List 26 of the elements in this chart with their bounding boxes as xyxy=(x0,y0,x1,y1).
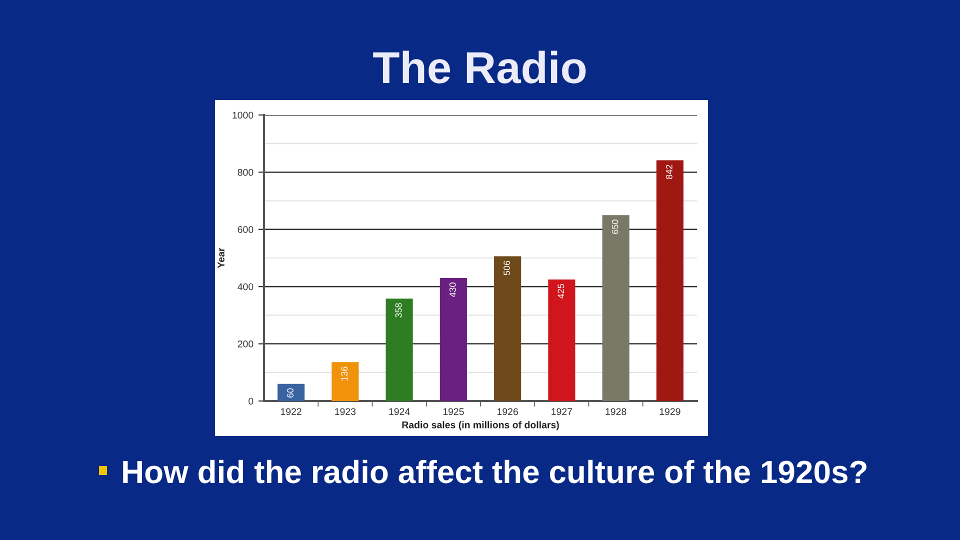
data-label: 506 xyxy=(504,260,510,276)
x-tick-label: 1922 xyxy=(280,408,302,416)
data-label: 425 xyxy=(558,284,564,298)
data-label: 136 xyxy=(341,366,348,381)
y-tick-label: 200 xyxy=(238,340,254,348)
y-tick-label: 0 xyxy=(248,398,254,405)
y-tick-label: 800 xyxy=(238,168,254,176)
x-tick-label: 1927 xyxy=(552,408,572,416)
y-axis-title: Year xyxy=(218,248,224,268)
x-axis-title: Radio sales (in millions of dollars) xyxy=(402,421,559,430)
y-tick-label: 1000 xyxy=(232,112,254,119)
chart-title: The Radio xyxy=(373,50,586,84)
x-tick-label: 1926 xyxy=(497,408,518,416)
data-label: 650 xyxy=(612,220,618,234)
data-label: 60 xyxy=(287,388,294,398)
x-tick-label: 1923 xyxy=(335,408,356,416)
x-tick-label: 1929 xyxy=(660,408,680,416)
data-label: 358 xyxy=(395,303,402,318)
y-tick-label: 600 xyxy=(238,226,254,234)
data-label: 842 xyxy=(666,164,672,180)
data-label: 430 xyxy=(449,282,456,298)
text: How did the radio affect the culture of the 1920s? xyxy=(123,460,866,484)
x-tick-label: 1928 xyxy=(606,408,626,416)
x-tick-label: 1925 xyxy=(443,408,464,416)
y-tick-label: 400 xyxy=(238,283,254,290)
x-tick-label: 1924 xyxy=(389,408,410,416)
